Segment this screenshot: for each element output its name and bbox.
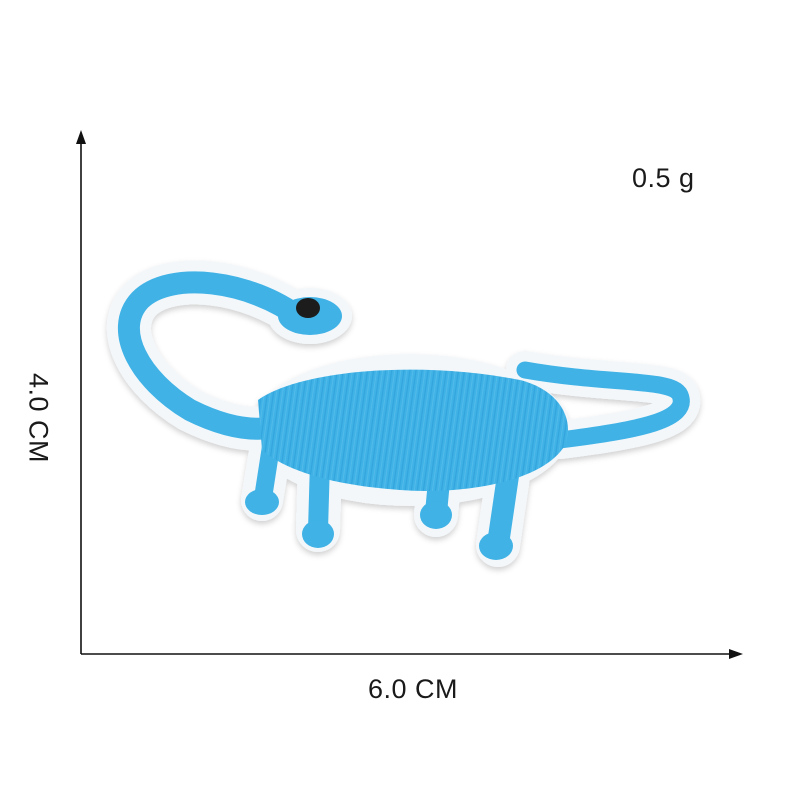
dinosaur-patch-icon — [107, 260, 701, 567]
weight-label: 0.5 g — [632, 163, 695, 193]
eye — [296, 298, 320, 318]
width-dimension-label: 6.0 CM — [368, 674, 459, 704]
height-dimension-label: 4.0 CM — [23, 372, 54, 464]
arrow-icon-right — [729, 649, 743, 659]
arrow-icon-up — [76, 130, 86, 144]
